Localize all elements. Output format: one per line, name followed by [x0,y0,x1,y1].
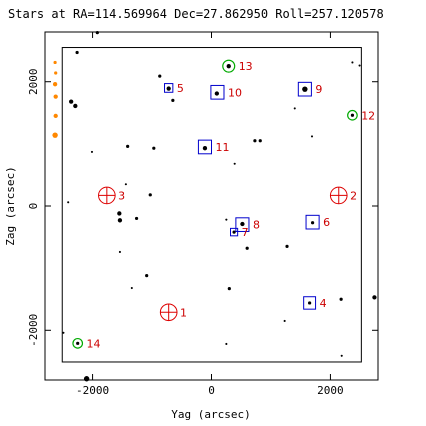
y-tick-label: 0 [27,203,40,210]
axis-ticks: -2000 0 2000 -2000 0 2000 [27,32,378,397]
star-point [117,218,123,223]
star-point [75,50,79,55]
star-point [351,61,354,64]
off-field-star-point [52,82,58,87]
star-point [166,86,171,91]
star-point [253,139,257,143]
chart-title: Stars at RA=114.569964 Dec=27.862950 Rol… [8,7,384,21]
guide-star-circle [222,59,236,73]
star-point [83,376,90,382]
star-point [152,146,156,150]
guide-star-circle [347,109,358,121]
acquisition-box [305,214,320,230]
marker-label: 2 [350,189,357,202]
ccd-boundary-box [61,47,362,363]
guide-star-circle [72,337,84,349]
star-point [73,103,78,109]
marker-label: 3 [118,189,125,202]
star-point [310,221,315,225]
star-point [202,146,208,151]
star-point [225,218,228,221]
star-point [124,183,127,186]
star-point [67,201,70,204]
star-point [233,162,236,165]
star-point [134,216,139,221]
acquisition-box [230,227,239,237]
y-tick-label: 2000 [27,68,40,95]
acquisition-box [235,217,250,232]
star-point [302,86,308,92]
marker-label: 14 [86,337,100,350]
y-tick-label: -2000 [27,314,40,347]
star-point [310,135,314,138]
star-point [372,295,377,300]
marker-label: 11 [216,141,230,154]
acquisition-box [297,81,312,97]
marker-label: 1 [180,306,187,319]
star-point [90,150,94,153]
marker-label: 10 [228,86,242,99]
star-point [308,301,312,305]
star-point [171,98,175,102]
off-field-star-point [52,132,58,138]
star-point [227,287,231,291]
marker-label: 4 [320,297,327,310]
star-point [258,139,262,143]
off-field-star-point [53,113,58,119]
star-point [226,64,231,69]
star-point [339,297,343,301]
star-point [117,211,122,216]
acquisition-box [303,296,317,310]
star-point [130,286,133,290]
star-point [126,144,130,148]
x-axis-label: Yag (arcsec) [171,408,250,421]
acquisition-box [210,84,225,100]
star-point [240,221,245,227]
star-point [293,107,296,110]
marker-label: 9 [315,83,322,96]
y-axis-label: Zag (arcsec) [4,166,17,245]
acquisition-box [197,139,213,155]
x-tick-label: 0 [208,384,215,397]
star-point [285,244,289,248]
star-point [148,193,152,197]
star-point [340,354,343,357]
star-point [232,230,236,234]
marker-label: 8 [253,219,260,232]
marker-label: 13 [239,60,253,73]
off-field-star-point [54,71,58,75]
star-point [358,64,361,67]
star-point [245,246,249,250]
x-tick-label: 2000 [317,384,344,397]
star-point [69,99,74,104]
star-point [95,31,99,35]
star-point [118,250,121,254]
star-point [350,113,355,117]
star-point [214,91,220,96]
marker-label: 7 [242,226,249,239]
off-field-star-point [53,94,58,99]
star-point [76,341,80,345]
star-point [158,74,162,78]
marker-label: 6 [323,216,330,229]
plot-frame [44,31,379,381]
star-point [225,342,228,346]
star-point [145,274,149,278]
star-point [62,331,65,334]
off-field-star-point [53,60,57,65]
marker-label: 5 [177,82,184,95]
x-tick-label: -2000 [76,384,109,397]
star-point [283,319,286,323]
acquisition-box [164,83,174,93]
marker-label: 12 [361,109,375,122]
